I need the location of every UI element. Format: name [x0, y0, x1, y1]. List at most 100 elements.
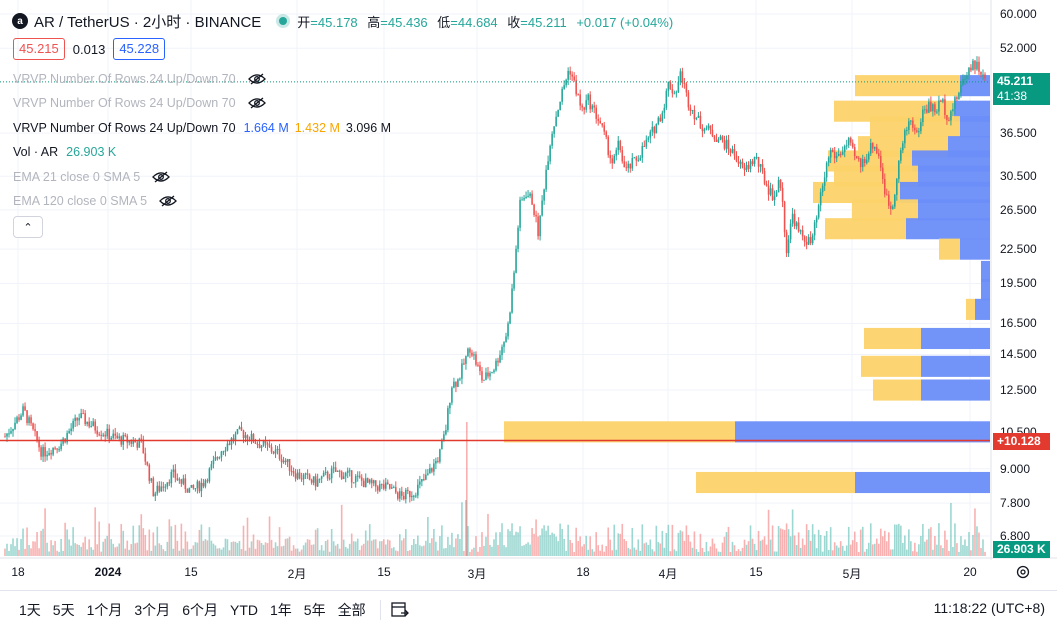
range-6m-button[interactable]: 6个月 — [182, 602, 218, 618]
candle-body — [847, 137, 850, 146]
candle-body — [437, 460, 439, 462]
eye-hidden-icon[interactable] — [247, 97, 266, 109]
candle-body — [717, 139, 720, 142]
volume-bar — [793, 535, 796, 556]
candle-body — [180, 479, 183, 484]
legend-vrvp-3[interactable]: VRVP Number Of Rows 24 Up/Down 70 1.664 … — [13, 121, 392, 135]
candle-body — [150, 478, 153, 481]
volume-bar — [94, 507, 96, 556]
volume-bar — [80, 546, 82, 556]
candle-body — [701, 128, 704, 132]
candle-body — [753, 157, 756, 165]
candle-body — [924, 109, 926, 111]
volume-bar — [352, 541, 355, 556]
volume-bar — [30, 548, 32, 556]
volume-bar — [118, 543, 121, 556]
horizontal-line-price-tag[interactable]: +10.128 — [993, 433, 1050, 450]
candle-body — [350, 470, 353, 483]
volume-bar — [805, 524, 808, 556]
clock-readout[interactable]: 11:18:22 (UTC+8) — [933, 600, 1045, 616]
candle-body — [178, 479, 181, 481]
volume-bar — [156, 526, 159, 556]
eye-hidden-icon[interactable] — [152, 171, 171, 183]
price-chart[interactable] — [0, 0, 1057, 590]
volume-bar — [32, 541, 34, 556]
volume-bar — [555, 536, 557, 556]
volume-bar — [583, 544, 585, 556]
range-1y-button[interactable]: 1年 — [269, 602, 292, 618]
volume-bar — [735, 551, 738, 556]
eye-hidden-icon[interactable] — [247, 73, 266, 85]
range-3m-button[interactable]: 3个月 — [134, 602, 171, 618]
candle-body — [601, 123, 604, 126]
candle-body — [194, 488, 197, 490]
candle-body — [509, 312, 511, 324]
volume-bar — [180, 523, 183, 556]
volume-bar — [757, 530, 760, 556]
candle-body — [98, 434, 100, 436]
volume-bar — [218, 548, 221, 556]
range-1d-button[interactable]: 1天 — [19, 602, 41, 618]
volume-bar — [601, 544, 604, 556]
volume-bar — [865, 548, 868, 556]
range-5d-button[interactable]: 5天 — [52, 602, 75, 618]
candle-body — [902, 143, 904, 151]
candle-body — [896, 179, 898, 195]
volume-bar — [401, 540, 403, 556]
range-all-button[interactable]: 全部 — [337, 602, 366, 618]
candle-body — [769, 188, 772, 195]
range-ytd-button[interactable]: YTD — [229, 602, 258, 618]
date-range-icon[interactable] — [389, 600, 411, 620]
candle-body — [290, 470, 293, 472]
legend-vrvp-2[interactable]: VRVP Number Of Rows 24 Up/Down 70 — [13, 94, 266, 112]
candle-body — [659, 117, 662, 122]
vp-bar-up — [918, 165, 990, 187]
candle-body — [871, 143, 874, 149]
volume-bar — [823, 535, 826, 556]
eye-hidden-icon[interactable] — [159, 195, 178, 207]
volume-bar — [715, 548, 718, 556]
gear-icon[interactable] — [1015, 564, 1031, 580]
candle-body — [40, 447, 42, 457]
candle-body — [904, 130, 906, 144]
volume-bar — [635, 549, 638, 556]
collapse-legend-button[interactable]: ⌃ — [13, 216, 43, 238]
volume-bar — [296, 548, 299, 556]
ask-price[interactable]: 45.228 — [113, 38, 166, 60]
bid-price[interactable]: 45.215 — [13, 38, 65, 60]
candle-body — [723, 140, 726, 149]
legend-ema-21[interactable]: EMA 21 close 0 SMA 5 — [13, 168, 171, 186]
symbol-title[interactable]: AR / TetherUS · 2小时 · BINANCE — [34, 13, 262, 31]
legend-ema-120[interactable]: EMA 120 close 0 SMA 5 — [13, 192, 178, 210]
volume-bar — [356, 538, 359, 556]
volume-bar — [669, 551, 672, 556]
candle-body — [110, 437, 113, 440]
candle-body — [114, 433, 117, 436]
legend-vrvp-1[interactable]: VRVP Number Of Rows 24 Up/Down 70 — [13, 70, 266, 88]
candle-body — [942, 99, 944, 102]
volume-bar — [709, 546, 712, 556]
candle-body — [687, 92, 690, 108]
volume-bar — [867, 542, 870, 556]
volume-bar — [28, 545, 30, 556]
volume-bar — [292, 545, 295, 556]
volume-bar — [120, 524, 123, 556]
volume-bar — [687, 534, 690, 556]
legend-volume[interactable]: Vol · AR 26.903 K — [13, 145, 117, 159]
range-1m-button[interactable]: 1个月 — [86, 602, 123, 618]
volume-bar — [388, 540, 391, 556]
candle-body — [455, 381, 457, 387]
volume-bar — [948, 550, 950, 556]
candle-body — [960, 84, 962, 93]
volume-bar — [332, 541, 335, 556]
candle-body — [962, 79, 964, 85]
candle-body — [204, 480, 207, 487]
volume-bar — [928, 528, 930, 556]
candle-body — [401, 491, 403, 496]
range-5y-button[interactable]: 5年 — [303, 602, 326, 618]
volume-bar — [841, 545, 844, 556]
candle-body — [713, 136, 716, 140]
candle-body — [324, 471, 327, 473]
volume-bar — [491, 546, 493, 556]
volume-bar — [58, 551, 60, 556]
